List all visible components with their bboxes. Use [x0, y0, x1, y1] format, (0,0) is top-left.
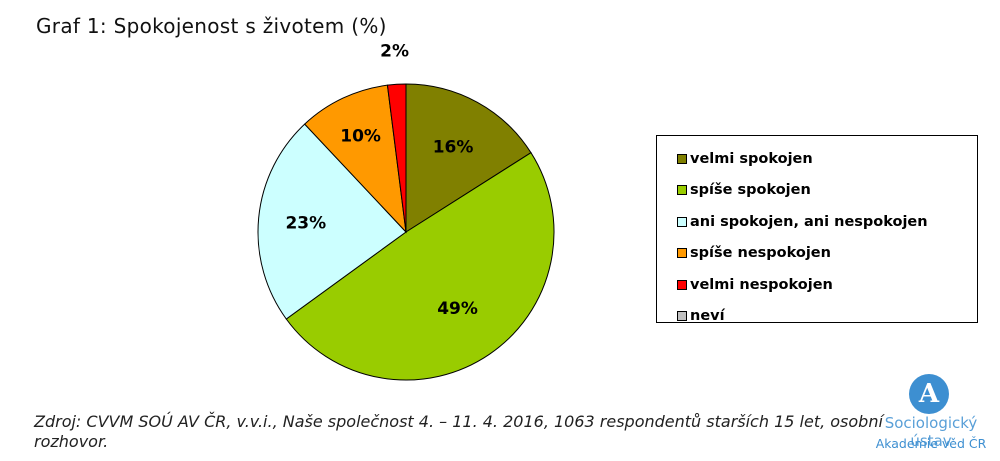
legend-label-4: velmi nespokojen [690, 276, 833, 293]
legend-swatch-0 [677, 153, 687, 164]
pie-slice-2 [257, 123, 407, 320]
legend-swatch-5 [677, 311, 687, 322]
slice-label-4: 2% [380, 41, 409, 61]
legend-swatch-1 [677, 185, 687, 196]
slice-label-3: 10% [340, 127, 381, 147]
legend-swatch-2 [677, 216, 687, 227]
legend-item-3: spíše nespokojen [677, 238, 977, 270]
logo-text-academy: Akademie věd ČR [875, 436, 987, 451]
legend-item-1: spíše spokojen [677, 175, 977, 207]
pie-slice-1 [285, 152, 555, 381]
pie-slice-4 [386, 83, 407, 233]
legend-label-5: neví [690, 308, 725, 325]
chart-legend: velmi spokojen spíše spokojen ani spokojen… [656, 135, 978, 324]
legend-item-5: neví [677, 301, 977, 333]
legend-swatch-3 [677, 248, 687, 259]
legend-swatch-4 [677, 279, 687, 290]
legend-item-2: ani spokojen, ani nespokojen [677, 206, 977, 238]
legend-item-4: velmi nespokojen [677, 269, 977, 301]
institute-logo: A Sociologický ústav Akademie věd ČR [866, 374, 996, 458]
pie-slice-0 [405, 83, 532, 233]
logo-text-institute: Sociologický ústav [884, 414, 978, 450]
legend-label-1: spíše spokojen [690, 182, 811, 199]
logo-mark-icon: A [909, 374, 949, 414]
chart-title: Graf 1: Spokojenost s životem (%) [36, 14, 387, 38]
pie-slice-3 [303, 84, 407, 234]
source-note: Zdroj: CVVM SOÚ AV ČR, v.v.i., Naše spol… [34, 412, 883, 451]
legend-label-2: ani spokojen, ani nespokojen [690, 213, 928, 230]
slice-label-1: 49% [437, 299, 478, 319]
slice-label-0: 16% [433, 137, 474, 157]
legend-label-0: velmi spokojen [690, 150, 813, 167]
legend-item-0: velmi spokojen [677, 143, 977, 175]
legend-label-3: spíše nespokojen [690, 245, 831, 262]
slice-label-2: 23% [285, 214, 326, 234]
